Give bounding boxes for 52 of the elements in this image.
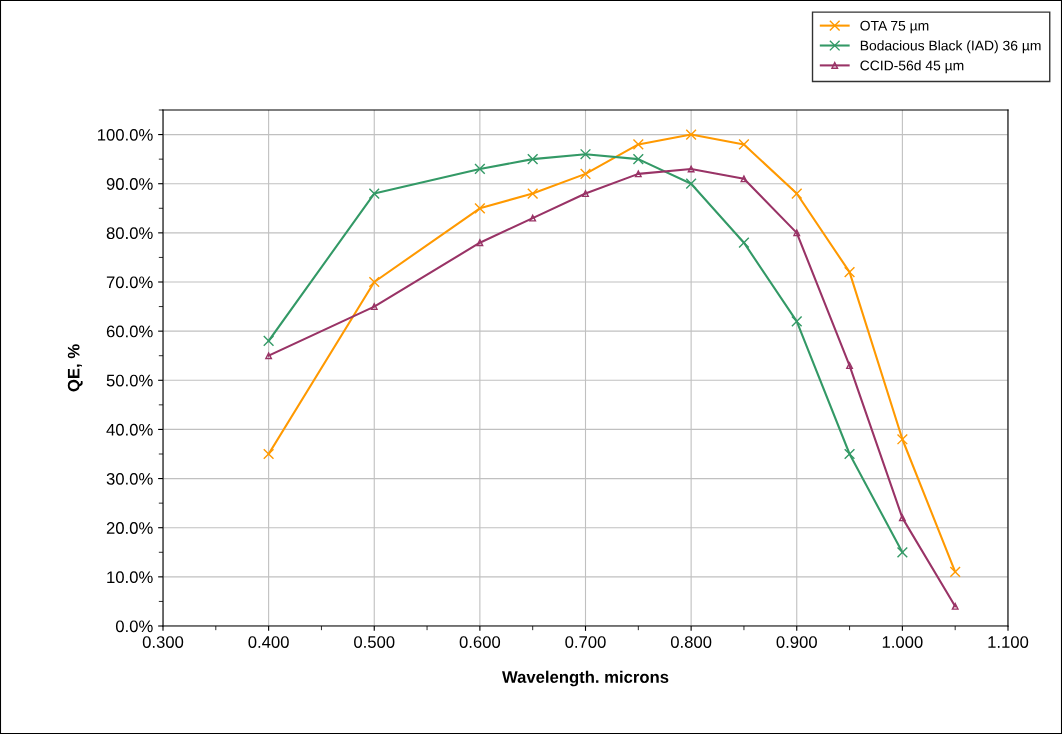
point — [529, 214, 537, 222]
y-axis-title: QE, % — [67, 344, 83, 392]
point — [632, 153, 644, 165]
point — [791, 315, 803, 327]
y-tick-label: 10.0% — [107, 571, 153, 584]
point — [844, 448, 856, 460]
x-tick-label: 0.400 — [248, 636, 289, 648]
legend-label: OTA 75 µm — [860, 20, 929, 34]
point — [738, 237, 750, 249]
y-tick-label: 100.0% — [98, 128, 153, 141]
point — [846, 362, 854, 370]
y-tick-label: 70.0% — [106, 276, 153, 289]
x-tick-label: 1.100 — [988, 636, 1029, 648]
point — [579, 168, 592, 180]
legend-label: CCID-56d 45 µm — [860, 60, 964, 74]
y-tick-label: 80.0% — [106, 227, 153, 240]
point — [368, 187, 380, 200]
y-tick-label: 90.0% — [106, 178, 153, 190]
y-tick-label: 60.0% — [106, 325, 153, 338]
y-tick-label: 40.0% — [106, 423, 153, 436]
point — [474, 202, 486, 214]
x-tick-label: 0.300 — [142, 636, 184, 648]
y-tick-label: 0.0% — [115, 620, 153, 633]
x-tick-label: 0.800 — [670, 636, 712, 648]
point — [844, 266, 856, 278]
point — [685, 178, 697, 190]
x-tick-label: 0.900 — [776, 636, 817, 648]
point — [949, 566, 961, 578]
point — [738, 138, 750, 150]
point — [474, 163, 486, 175]
x-tick-label: 0.500 — [354, 636, 395, 648]
y-tick-label: 20.0% — [106, 522, 153, 534]
x-tick-label: 1.000 — [882, 636, 923, 648]
point — [527, 153, 539, 165]
point — [579, 148, 592, 160]
legend-label: Bodacious Black (IAD) 36 µm — [860, 40, 1041, 54]
y-tick-label: 30.0% — [106, 472, 153, 485]
point — [527, 187, 539, 200]
point — [791, 187, 803, 200]
point — [263, 448, 275, 460]
point — [896, 546, 908, 558]
point — [582, 190, 589, 198]
x-tick-label: 0.700 — [565, 636, 606, 648]
point — [951, 602, 959, 610]
x-tick-label: 0.600 — [459, 636, 501, 648]
point — [263, 335, 275, 347]
point — [368, 276, 380, 288]
x-axis-title: Wavelength. microns — [502, 670, 669, 687]
point — [896, 433, 908, 445]
point — [632, 138, 644, 150]
y-tick-label: 50.0% — [106, 374, 153, 387]
point — [685, 129, 697, 141]
